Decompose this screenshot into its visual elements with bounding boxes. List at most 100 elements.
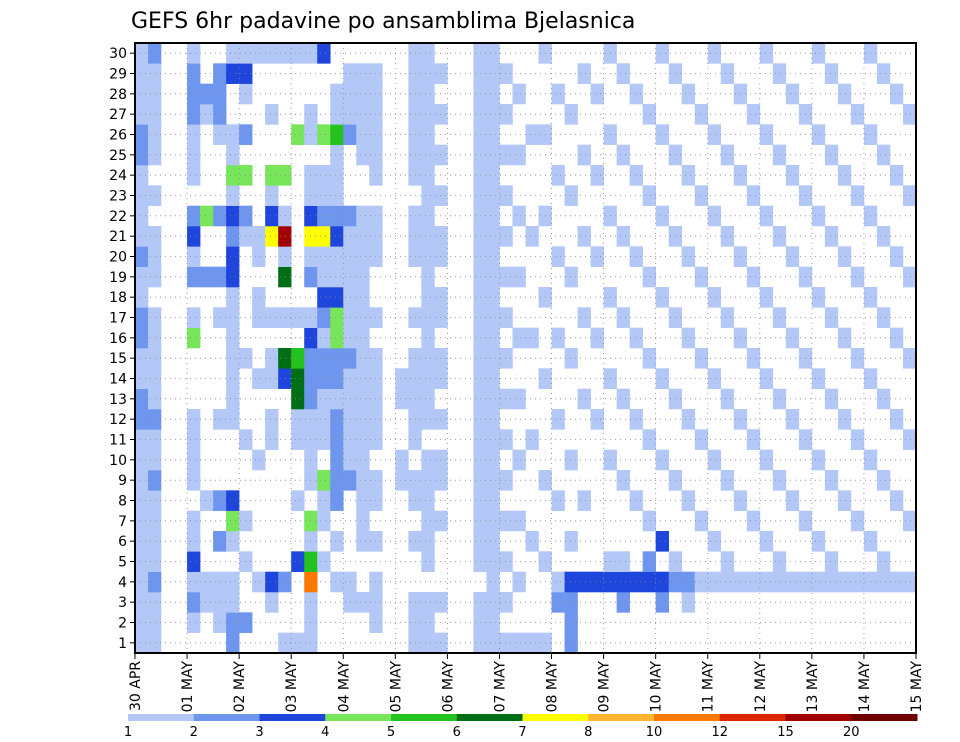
heatmap-cell (434, 307, 448, 328)
heatmap-cell (330, 226, 344, 247)
heatmap-cell (317, 124, 331, 145)
heatmap-cell (486, 43, 500, 64)
heatmap-cell (499, 429, 513, 450)
heatmap-cell (330, 348, 344, 369)
heatmap-cell (187, 470, 201, 491)
heatmap-cell (824, 388, 839, 410)
heatmap-cell (330, 205, 344, 227)
heatmap-cell (551, 83, 565, 105)
heatmap-cell (330, 429, 344, 450)
y-tick-label: 23 (109, 189, 127, 205)
heatmap-cell (824, 571, 839, 593)
heatmap-cell (330, 449, 344, 471)
heatmap-cell (265, 226, 279, 247)
heatmap-cell (486, 124, 500, 145)
heatmap-cell (629, 327, 643, 349)
heatmap-cell (356, 388, 370, 410)
heatmap-cell (694, 185, 709, 206)
colorbar-swatch (128, 714, 195, 721)
colorbar-label: 15 (777, 725, 794, 740)
heatmap-cell (681, 327, 696, 349)
heatmap-cell (759, 531, 774, 552)
heatmap-cell (135, 327, 149, 349)
heatmap-cell (343, 124, 357, 145)
heatmap-cell (148, 531, 162, 552)
heatmap-cell (226, 226, 240, 247)
heatmap-cell (265, 348, 279, 369)
heatmap-cell (135, 571, 149, 593)
heatmap-cell (642, 185, 656, 206)
heatmap-cell (187, 429, 201, 450)
heatmap-cell (252, 43, 266, 64)
y-tick-label: 29 (109, 67, 127, 83)
y-axis-ticks: 1234567891011121314151617181920212223242… (109, 46, 135, 652)
heatmap-cell (486, 327, 500, 349)
heatmap-cell (421, 226, 435, 247)
heatmap-cell (902, 571, 917, 593)
heatmap-cell (525, 531, 539, 552)
heatmap-cell (213, 571, 227, 593)
heatmap-cell (265, 165, 279, 186)
colorbar-label: 2 (190, 725, 198, 740)
heatmap-cell (356, 205, 370, 227)
heatmap-cell (148, 43, 162, 64)
heatmap-cell (356, 226, 370, 247)
heatmap-cell (902, 185, 917, 206)
heatmap-cell (135, 388, 149, 410)
heatmap-cell (265, 592, 279, 613)
heatmap-cell (395, 388, 409, 410)
heatmap-cell (434, 287, 448, 308)
heatmap-cell (876, 470, 891, 491)
heatmap-cell (278, 571, 292, 593)
heatmap-cell (681, 83, 696, 105)
heatmap-cell (525, 429, 539, 450)
heatmap-cell (148, 124, 162, 145)
heatmap-cell (330, 571, 344, 593)
y-tick-label: 26 (109, 128, 127, 144)
heatmap-cell (330, 409, 344, 430)
heatmap-cell (226, 510, 240, 532)
heatmap-cell (642, 348, 656, 369)
heatmap-cell (824, 551, 839, 572)
heatmap-cell (148, 144, 162, 166)
heatmap-cell (746, 348, 761, 369)
heatmap-cell (187, 327, 201, 349)
heatmap-cell (577, 63, 591, 84)
heatmap-cell (902, 104, 917, 125)
heatmap-cell (135, 287, 149, 308)
heatmap-cell (759, 368, 774, 389)
heatmap-cell (187, 266, 201, 288)
heatmap-cell (486, 490, 500, 511)
heatmap-cell (577, 388, 591, 410)
heatmap-cell (642, 551, 656, 572)
heatmap-cell (135, 551, 149, 572)
heatmap-cell (343, 246, 357, 267)
heatmap-cell (226, 63, 240, 84)
heatmap-cell (655, 571, 669, 593)
x-tick-label: 14 MAY (857, 661, 873, 713)
heatmap-cell (291, 368, 305, 389)
heatmap-cell (343, 205, 357, 227)
heatmap-cell (759, 449, 774, 471)
heatmap-cell (135, 63, 149, 84)
heatmap-cell (486, 510, 500, 532)
heatmap-cell (655, 592, 669, 613)
heatmap-cell (135, 368, 149, 389)
heatmap-cell (486, 449, 500, 471)
heatmap-cell (720, 470, 735, 491)
heatmap-cell (278, 43, 292, 64)
heatmap-cell (525, 327, 539, 349)
heatmap-cell (512, 327, 526, 349)
heatmap-cell (356, 266, 370, 288)
heatmap-cell (499, 510, 513, 532)
heatmap-cell (148, 63, 162, 84)
heatmap-cell (486, 165, 500, 186)
heatmap-cell (317, 348, 331, 369)
heatmap-cell (317, 510, 331, 532)
heatmap-cell (616, 226, 630, 247)
heatmap-cell (681, 490, 696, 511)
heatmap-cell (187, 83, 201, 105)
heatmap-cell (317, 327, 331, 349)
heatmap-cell (356, 307, 370, 328)
heatmap-cell (655, 449, 669, 471)
